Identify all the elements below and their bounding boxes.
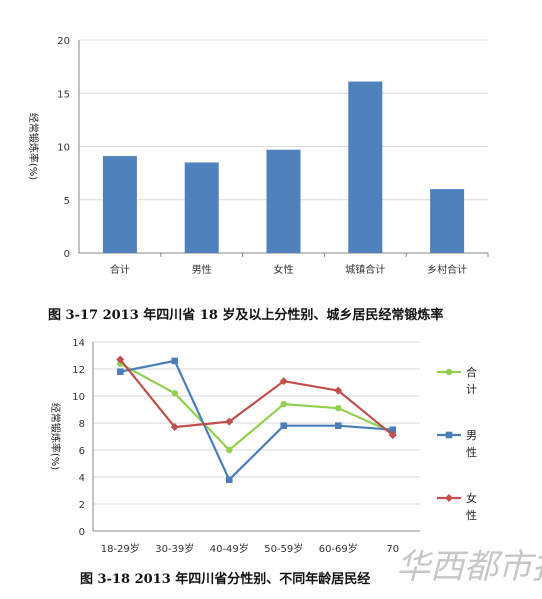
- series-line-女性: [119, 358, 394, 437]
- category-label: 40-49岁: [210, 542, 249, 555]
- legend-label: 性: [466, 445, 477, 459]
- point-女性: [279, 377, 288, 386]
- legend-label: 女: [466, 491, 477, 505]
- point-合计: [335, 404, 342, 412]
- category-label: 60-69岁: [319, 542, 358, 555]
- point-男性: [225, 476, 233, 483]
- series-line-合计: [119, 362, 394, 452]
- series-line-男性: [120, 359, 393, 482]
- point-男性: [171, 357, 179, 365]
- point-男性: [280, 422, 288, 429]
- y-axis-label: 经常锻炼率(%): [27, 113, 40, 180]
- bar-乡村合计: [430, 189, 465, 253]
- y-tick-label: 0: [79, 527, 85, 538]
- bar-城镇合计: [348, 81, 383, 253]
- point-女性: [225, 417, 234, 426]
- category-label: 男性: [192, 263, 212, 276]
- category-label: 城镇合计: [345, 263, 385, 276]
- y-tick-label: 20: [57, 36, 70, 47]
- y-tick-label: 2: [79, 500, 85, 511]
- category-label: 乡村合计: [427, 263, 467, 276]
- y-tick-label: 8: [79, 419, 85, 430]
- category-label: 18-29岁: [101, 542, 140, 555]
- legend-marker-男性: [445, 431, 453, 439]
- legend-marker-合计: [445, 368, 453, 376]
- y-tick-label: 6: [79, 446, 85, 457]
- point-男性: [389, 426, 397, 434]
- point-合计: [226, 446, 233, 454]
- bar-女性: [266, 149, 301, 253]
- y-tick-label: 10: [72, 392, 85, 403]
- y-axis-label: 经常锻炼率(%): [49, 403, 62, 470]
- category-label: 合计: [110, 263, 130, 276]
- bar-chart: 0 5 10 15 20 合计 男性 女性 城镇合计 乡村合计 经常锻炼率(%): [27, 36, 489, 276]
- y-tick-label: 10: [57, 143, 70, 154]
- bar-男性: [184, 162, 219, 253]
- watermark-text: 华西都市报: [396, 547, 542, 587]
- figure-caption-3-17: 图 3-17 2013 年四川省 18 岁及以上分性别、城乡居民经常锻炼率: [48, 308, 444, 323]
- y-tick-label: 0: [64, 249, 70, 260]
- bar-合计: [102, 156, 137, 253]
- y-tick-label: 15: [57, 89, 70, 100]
- category-label: 50-59岁: [264, 542, 303, 555]
- category-label: 70: [386, 544, 399, 555]
- point-女性: [388, 431, 397, 440]
- y-tick-label: 4: [79, 473, 85, 484]
- category-label: 30-39岁: [155, 542, 194, 555]
- legend-label: 计: [466, 383, 477, 396]
- point-男性: [334, 422, 342, 429]
- point-女性: [170, 423, 179, 432]
- point-女性: [116, 355, 125, 364]
- point-女性: [334, 386, 343, 395]
- point-男性: [116, 368, 124, 375]
- legend-marker-女性: [445, 494, 453, 502]
- category-label: 女性: [274, 263, 294, 276]
- legend-label: 男: [466, 429, 477, 442]
- y-tick-label: 5: [64, 196, 70, 207]
- watermark-logo: 华西都市报: [396, 547, 542, 587]
- y-tick-label: 14: [72, 338, 85, 349]
- point-合计: [171, 390, 178, 397]
- y-tick-label: 12: [72, 365, 85, 376]
- figure-caption-3-18: 图 3-18 2013 年四川省分性别、不同年龄居民经: [80, 572, 371, 587]
- legend-label: 性: [466, 508, 477, 522]
- point-合计: [280, 400, 287, 408]
- legend-label: 合: [466, 365, 477, 379]
